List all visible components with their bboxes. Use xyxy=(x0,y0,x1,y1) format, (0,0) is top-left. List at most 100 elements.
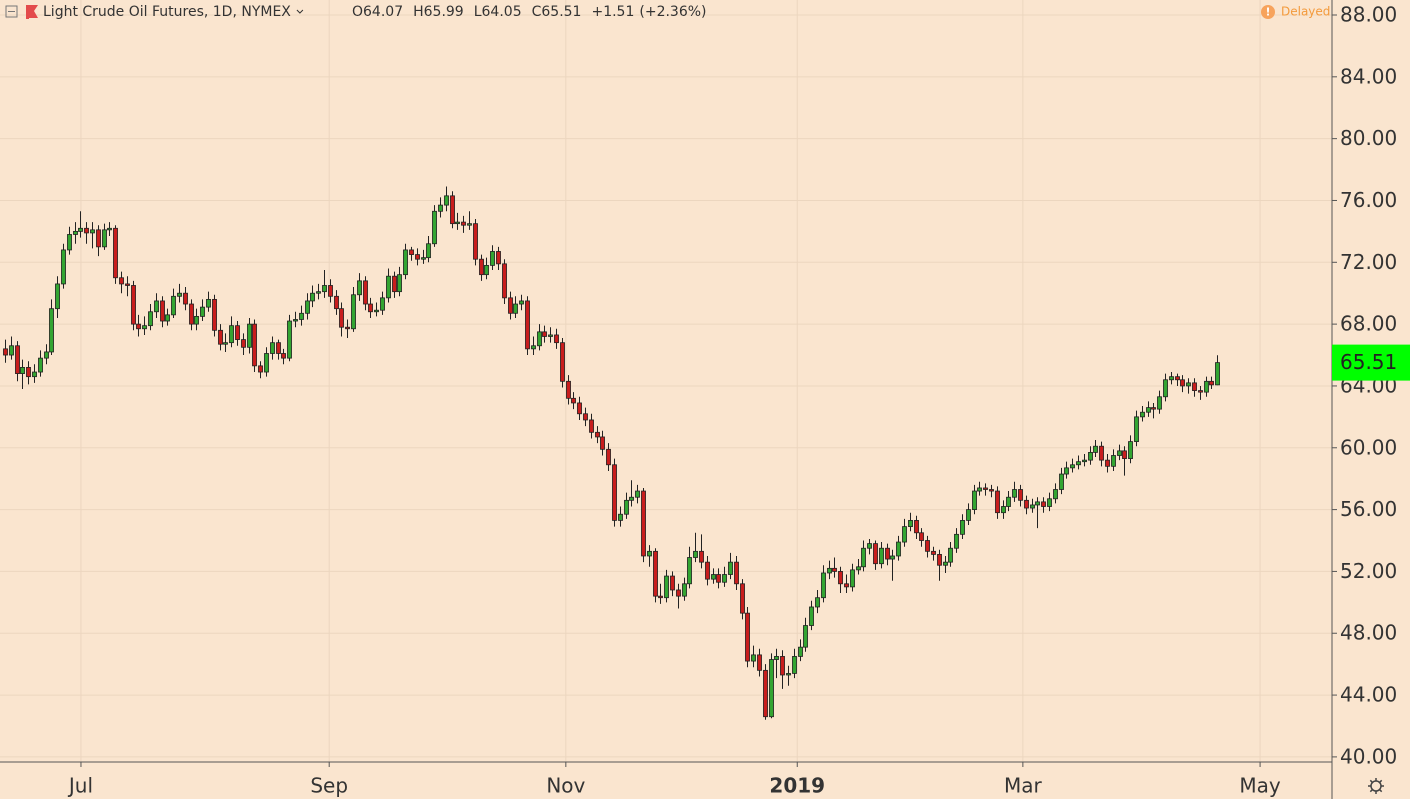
candle-body xyxy=(1111,455,1116,467)
candle-body xyxy=(798,646,803,657)
candles xyxy=(3,186,1220,720)
header-value: (+2.36%) xyxy=(639,4,706,20)
candle-body xyxy=(682,583,687,597)
candle-body xyxy=(780,656,785,676)
candle-body xyxy=(1186,382,1191,387)
candle-body xyxy=(1041,501,1046,507)
candle-body xyxy=(635,490,640,498)
collapse-button[interactable] xyxy=(5,5,18,18)
candle-body xyxy=(131,285,136,325)
candle-body xyxy=(914,520,919,534)
candle-body xyxy=(908,520,913,527)
settings-icon[interactable] xyxy=(1368,778,1384,794)
candle-body xyxy=(676,589,681,597)
candle-body xyxy=(711,574,716,580)
y-tick-label: 72.00 xyxy=(1340,250,1397,274)
candle-body xyxy=(537,331,542,347)
candle-body xyxy=(960,520,965,535)
candle-body xyxy=(455,221,460,225)
candle-body xyxy=(235,325,240,340)
candle-body xyxy=(1053,489,1058,500)
candle-body xyxy=(1163,379,1168,398)
symbol-flag[interactable] xyxy=(26,5,38,19)
grid xyxy=(0,0,1332,762)
candle-body xyxy=(247,323,252,348)
candle-body xyxy=(73,230,78,235)
candle-body xyxy=(171,295,176,316)
candle-body xyxy=(9,345,14,356)
candle-body xyxy=(966,509,971,521)
candle-body xyxy=(1122,450,1127,459)
candle-body xyxy=(728,561,733,575)
candle-body xyxy=(345,326,350,330)
candle-body xyxy=(403,249,408,276)
candle-body xyxy=(1134,416,1139,442)
candle-body xyxy=(815,597,820,608)
candle-body xyxy=(374,309,379,313)
candle-body xyxy=(194,315,199,325)
candle-body xyxy=(943,561,948,566)
candle-body xyxy=(977,487,982,492)
candle-body xyxy=(896,541,901,557)
candle-body xyxy=(276,342,281,354)
candle-body xyxy=(165,314,170,322)
candle-body xyxy=(148,311,153,327)
candle-body xyxy=(479,258,484,276)
candle-body xyxy=(647,550,652,557)
candle-body xyxy=(861,547,866,568)
axes: 40.0044.0048.0052.0056.0060.0064.0068.00… xyxy=(67,2,1410,798)
y-tick-label: 76.00 xyxy=(1340,188,1397,212)
candle-body xyxy=(310,292,315,302)
title-dropdown[interactable] xyxy=(296,9,304,14)
candle-body xyxy=(432,210,437,245)
y-tick-label: 88.00 xyxy=(1340,2,1397,26)
candle-body xyxy=(229,325,234,344)
candle-body xyxy=(409,249,414,255)
candle-body xyxy=(15,345,20,374)
candle-body xyxy=(1151,407,1156,410)
candle-body xyxy=(78,227,83,232)
candle-body xyxy=(873,543,878,565)
candle-body xyxy=(252,323,257,367)
candle-body xyxy=(571,397,576,404)
candle-body xyxy=(1076,461,1081,466)
candle-body xyxy=(397,274,402,293)
x-tick-label: Sep xyxy=(310,774,348,798)
candle-body xyxy=(1001,506,1006,514)
candle-body xyxy=(786,673,791,676)
candle-body xyxy=(142,325,147,330)
candle-body xyxy=(763,669,768,718)
candle-body xyxy=(664,575,669,599)
candle-body xyxy=(641,490,646,557)
candle-body xyxy=(316,291,321,294)
candle-body xyxy=(20,366,25,374)
candle-body xyxy=(740,583,745,614)
candle-body xyxy=(751,654,756,662)
candle-body xyxy=(177,292,182,297)
candle-body xyxy=(595,431,600,438)
candle-body xyxy=(96,229,101,248)
candle-body xyxy=(583,413,588,421)
y-tick-label: 44.00 xyxy=(1340,683,1397,707)
candle-body xyxy=(270,342,275,354)
candle-body xyxy=(3,348,8,356)
candle-body xyxy=(368,303,373,313)
candle-body xyxy=(618,513,623,521)
candle-body xyxy=(954,533,959,549)
candle-body xyxy=(386,275,391,299)
header: Light Crude Oil Futures, 1D, NYMEX O64.07… xyxy=(43,4,707,20)
header-value: H65.99 xyxy=(413,4,464,20)
candle-body xyxy=(61,249,66,285)
candle-body xyxy=(490,251,495,266)
candle-body xyxy=(629,496,634,501)
candle-body xyxy=(931,550,936,555)
candle-body xyxy=(612,464,617,521)
candle-body xyxy=(769,659,774,718)
candle-body xyxy=(542,331,547,337)
candle-body xyxy=(1157,396,1162,410)
candle-body xyxy=(136,323,141,330)
candle-body xyxy=(774,656,779,660)
candle-body xyxy=(363,280,368,305)
candle-body xyxy=(832,567,837,572)
candle-body xyxy=(716,574,721,583)
